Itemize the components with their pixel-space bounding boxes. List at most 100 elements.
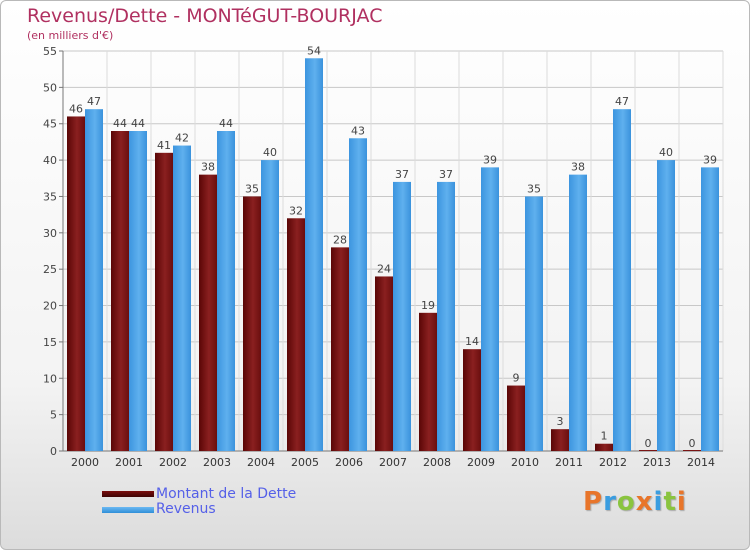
data-label-revenus: 40 — [263, 146, 277, 159]
data-label-dette: 46 — [69, 102, 83, 115]
bar-revenus — [569, 174, 587, 452]
bar-dette — [243, 196, 261, 451]
data-label-dette: 14 — [465, 335, 479, 348]
data-label-revenus: 54 — [307, 44, 321, 57]
x-tick-label: 2002 — [159, 456, 187, 469]
bar-revenus — [701, 167, 719, 451]
x-tick-label: 2004 — [247, 456, 275, 469]
y-tick-label: 35 — [43, 190, 57, 203]
y-tick-label: 20 — [43, 300, 57, 313]
data-label-dette: 35 — [245, 182, 259, 195]
bar-dette — [551, 429, 569, 451]
data-label-dette: 38 — [201, 161, 215, 174]
bar-dette — [507, 385, 525, 451]
bar-revenus — [217, 131, 235, 451]
x-tick-label: 2007 — [379, 456, 407, 469]
x-tick-label: 2012 — [599, 456, 627, 469]
logo-letter: r — [603, 487, 617, 517]
bar-dette — [375, 276, 393, 451]
legend-revenus-label: Revenus — [156, 501, 216, 517]
data-label-dette: 3 — [557, 415, 564, 428]
bar-revenus — [657, 160, 675, 451]
bar-revenus — [437, 181, 455, 451]
bar-dette — [683, 450, 701, 451]
x-tick-label: 2006 — [335, 456, 363, 469]
data-label-dette: 0 — [689, 437, 696, 450]
y-tick-label: 50 — [43, 81, 57, 94]
data-label-revenus: 44 — [219, 117, 233, 130]
x-tick-label: 2000 — [71, 456, 99, 469]
data-label-dette: 0 — [645, 437, 652, 450]
x-tick-label: 2011 — [555, 456, 583, 469]
data-label-revenus: 43 — [351, 124, 365, 137]
logo-letter: x — [635, 487, 654, 517]
bar-dette — [639, 450, 657, 451]
legend-dette-swatch — [102, 491, 154, 497]
data-label-revenus: 37 — [395, 168, 409, 181]
bar-revenus — [305, 58, 323, 451]
bar-dette — [419, 312, 437, 451]
data-label-revenus: 40 — [659, 146, 673, 159]
data-label-dette: 19 — [421, 299, 435, 312]
bar-dette — [331, 247, 349, 451]
x-tick-label: 2005 — [291, 456, 319, 469]
bar-dette — [111, 131, 129, 451]
chart-subtitle: (en milliers d'€) — [27, 29, 114, 42]
bar-dette — [155, 152, 173, 451]
data-label-dette: 41 — [157, 139, 171, 152]
bar-revenus — [393, 181, 411, 451]
y-tick-label: 25 — [43, 263, 57, 276]
logo-letter: i — [676, 487, 687, 517]
data-label-dette: 9 — [513, 372, 520, 385]
bar-revenus — [129, 131, 147, 451]
data-label-dette: 44 — [113, 117, 127, 130]
data-label-dette: 24 — [377, 262, 391, 275]
logo-letter: t — [663, 487, 677, 517]
x-tick-label: 2013 — [643, 456, 671, 469]
y-tick-label: 55 — [43, 45, 57, 58]
data-label-dette: 28 — [333, 233, 347, 246]
data-label-revenus: 39 — [703, 153, 717, 166]
data-label-revenus: 35 — [527, 182, 541, 195]
x-tick-label: 2008 — [423, 456, 451, 469]
logo-letter: P — [583, 487, 604, 517]
bar-revenus — [173, 145, 191, 451]
data-label-revenus: 39 — [483, 153, 497, 166]
data-label-revenus: 44 — [131, 117, 145, 130]
x-tick-label: 2010 — [511, 456, 539, 469]
x-tick-label: 2009 — [467, 456, 495, 469]
data-label-revenus: 47 — [87, 95, 101, 108]
x-tick-label: 2003 — [203, 456, 231, 469]
data-label-dette: 1 — [601, 430, 608, 443]
bar-revenus — [525, 196, 543, 451]
bar-revenus — [349, 138, 367, 452]
data-label-revenus: 47 — [615, 95, 629, 108]
bar-revenus — [85, 109, 103, 451]
y-tick-label: 40 — [43, 154, 57, 167]
bar-revenus — [261, 160, 279, 451]
legend-revenus-swatch — [102, 507, 154, 513]
x-tick-label: 2001 — [115, 456, 143, 469]
y-tick-label: 30 — [43, 227, 57, 240]
x-tick-label: 2014 — [687, 456, 715, 469]
legend-dette-label: Montant de la Dette — [156, 486, 297, 502]
logo-letter: o — [616, 487, 636, 517]
data-label-dette: 32 — [289, 204, 303, 217]
bar-dette — [463, 349, 481, 451]
y-tick-label: 0 — [50, 445, 57, 458]
bar-dette — [67, 116, 85, 452]
bar-dette — [595, 443, 613, 451]
proxiti-logo: Proxiti — [583, 487, 687, 517]
chart-title: Revenus/Dette - MONTéGUT-BOURJAC — [27, 5, 383, 27]
bar-revenus — [613, 109, 631, 451]
y-tick-label: 10 — [43, 372, 57, 385]
data-label-revenus: 42 — [175, 132, 189, 145]
logo-letter: i — [653, 487, 664, 517]
data-label-revenus: 37 — [439, 168, 453, 181]
y-tick-label: 45 — [43, 118, 57, 131]
bar-dette — [287, 218, 305, 451]
bar-dette — [199, 174, 217, 452]
y-tick-label: 5 — [50, 409, 57, 422]
